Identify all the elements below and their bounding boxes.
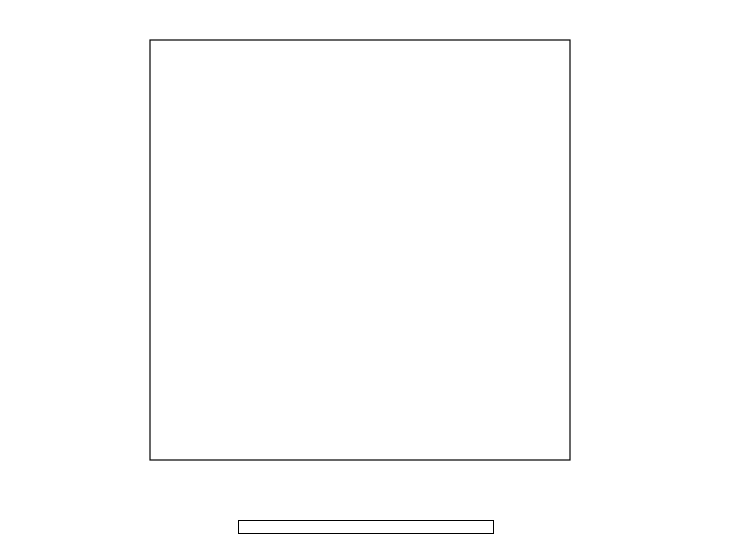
colorbar-title-meters [238, 496, 494, 508]
colorbar-gradient [238, 520, 494, 534]
colorbar-title-feet [238, 547, 494, 559]
colorbar-feet-ticks [238, 534, 494, 547]
colorbar [238, 496, 494, 559]
plot-frame [149, 39, 571, 461]
colorbar-meter-ticks [238, 508, 494, 520]
